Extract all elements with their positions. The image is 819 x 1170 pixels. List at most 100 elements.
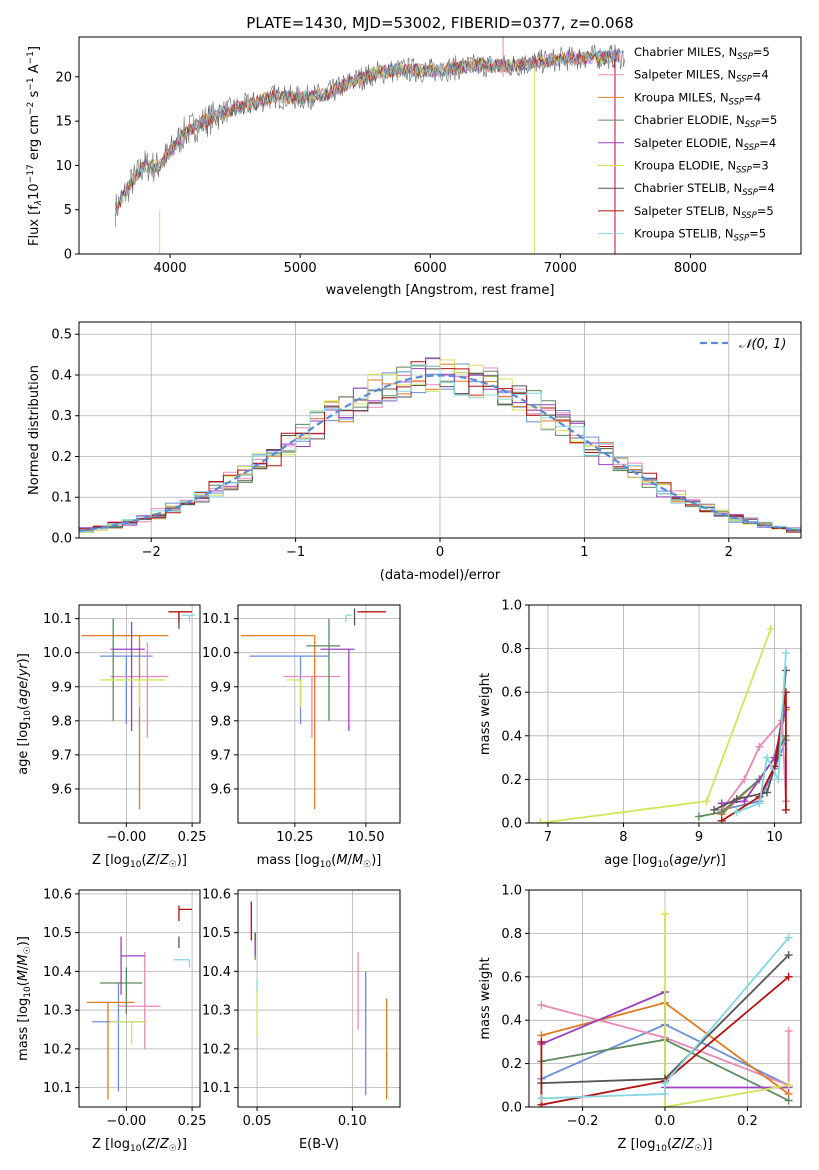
errorbar-point (345, 614, 352, 623)
errorbar-point (118, 952, 161, 1049)
errorbar-point (120, 936, 145, 995)
plot-area (240, 608, 386, 810)
axes-frame (78, 604, 201, 824)
legend-label-end: =4 (752, 68, 769, 82)
errorbar-point (110, 1021, 148, 1045)
legend-label-sub: SSP (736, 75, 752, 85)
y-tick-label: 10.5 (43, 926, 72, 941)
errorbar-point (283, 675, 341, 738)
legend-label: Kroupa ELODIE, NSSP=3 (634, 159, 769, 176)
legend-label: Kroupa STELIB, NSSP=5 (634, 227, 766, 244)
weight-marker (717, 808, 726, 817)
legend-label-main: Salpeter MILES, N (634, 68, 736, 82)
y-tick-label: 9.8 (210, 714, 231, 729)
legend-label-main: Kroupa MILES, N (634, 90, 729, 104)
axes-frame (78, 889, 201, 1108)
y-tick-label: 0.6 (501, 970, 522, 985)
weight-marker (763, 788, 771, 797)
weight-marker (537, 1094, 546, 1103)
weight-marker (781, 648, 790, 657)
legend-label-main: Kroupa STELIB, N (634, 227, 734, 241)
y-axis-label: mass [log10(M/M☉)] (16, 936, 33, 1061)
y-tick-label: 0.4 (51, 368, 72, 383)
y-tick-label: 0.2 (501, 773, 522, 788)
errorbar-point (86, 1001, 135, 1100)
x-tick-label: 10 (766, 830, 783, 845)
y-tick-label: 1.0 (501, 884, 522, 899)
x-tick-label: −2 (142, 545, 161, 560)
weight-marker (784, 933, 793, 942)
legend-label: 𝒩(0, 1) (739, 337, 786, 352)
y-tick-label: 0.8 (501, 642, 522, 657)
age_vs_mass-chart: 10.25 10.50 9.6 9.7 9.8 9.9 10.0 10.1 mass [log1… (202, 604, 401, 870)
weight-marker (695, 812, 703, 821)
x-tick-label: 10.25 (276, 830, 313, 845)
y-tick-label: 10.3 (43, 1004, 72, 1019)
weight-marker (755, 799, 764, 808)
weight-marker (661, 1079, 669, 1088)
legend-label: Chabrier MILES, NSSP=5 (634, 45, 770, 62)
weight-marker (784, 972, 793, 981)
y-tick-label: 0.3 (51, 409, 72, 424)
errorbar-point (173, 959, 191, 968)
chart-title: PLATE=1430, MJD=53002, FIBERID=0377, z=0… (246, 14, 633, 32)
x-axis-label: mass [log10(M/M☉)] (257, 853, 382, 870)
x-tick-label: 6000 (414, 261, 447, 276)
age_vs_z-chart: −0.00 0.25 9.6 9.7 9.8 9.9 10.0 10.1 Z [log10(Z/… (16, 604, 207, 870)
weight-marker (537, 1001, 546, 1010)
legend-label-end: =4 (744, 90, 761, 104)
y-tick-label: 0.2 (501, 1057, 522, 1072)
weight-marker (763, 753, 771, 762)
legend-label-end: =5 (749, 227, 766, 241)
x-tick-label: −1 (286, 545, 305, 560)
y-axis-label: Normed distribution (27, 365, 42, 495)
x-tick-label: 0.10 (338, 1114, 367, 1129)
legend-label-sub: SSP (736, 166, 752, 176)
x-tick-label: 2 (725, 545, 733, 560)
weight-marker (717, 816, 726, 823)
weight-marker (732, 795, 741, 804)
weight-marker (781, 805, 790, 814)
legend-label-sub: SSP (745, 120, 761, 130)
legend-label-end: =4 (759, 136, 776, 150)
normal-reference-curve (79, 374, 801, 532)
y-tick-label: 0.0 (501, 1101, 522, 1116)
weight-marker (661, 909, 669, 918)
weight-marker (784, 1096, 793, 1105)
y-tick-label: 10.1 (202, 612, 231, 627)
y-tick-label: 0.4 (501, 1014, 522, 1029)
x-tick-label: 7000 (544, 261, 577, 276)
x-axis-label: Z [log10(Z/Z☉)] (92, 1137, 187, 1154)
y-tick-label: 9.8 (51, 714, 72, 729)
legend-label-main: Chabrier ELODIE, N (634, 113, 745, 127)
errorbar-point (306, 618, 341, 721)
y-tick-label: 10.4 (202, 965, 231, 980)
y-tick-label: 10.5 (202, 926, 231, 941)
legend-label-main: Chabrier MILES, N (634, 45, 737, 59)
x-axis-label: wavelength [Angstrom, rest frame] (326, 283, 555, 298)
weight-marker (740, 797, 749, 806)
y-tick-label: 0.5 (51, 328, 72, 343)
legend-label-sub: SSP (744, 143, 760, 153)
x-tick-label: 8 (619, 830, 627, 845)
weight-line (540, 976, 790, 1106)
weight-marker (740, 775, 749, 784)
y-tick-label: 10.1 (43, 612, 72, 627)
legend-label-sub: SSP (729, 97, 745, 107)
y-axis-label: Flux [fλ10−17 erg cm−2 s−1 A−1] (26, 46, 44, 246)
legend-label-sub: SSP (741, 211, 757, 221)
plot-area (86, 905, 193, 1100)
mass_vs_z-chart: −0.00 0.25 10.1 10.2 10.3 10.4 10.5 10.6 Z [log1… (16, 887, 207, 1154)
weight-line (541, 937, 790, 1100)
errorbar-point (110, 622, 145, 732)
y-tick-label: 10.4 (43, 965, 72, 980)
y-axis-label: mass weight (478, 673, 493, 755)
plot-area (115, 37, 626, 254)
y-tick-label: 9.9 (210, 680, 231, 695)
y-tick-label: 9.7 (210, 748, 231, 763)
y-tick-label: 0.0 (51, 532, 72, 547)
legend-label-end: =5 (760, 113, 777, 127)
weight-line (541, 1004, 790, 1087)
legend-label: Chabrier ELODIE, NSSP=5 (634, 113, 777, 130)
y-axis-label: age [log10(age/yr)] (16, 653, 33, 775)
